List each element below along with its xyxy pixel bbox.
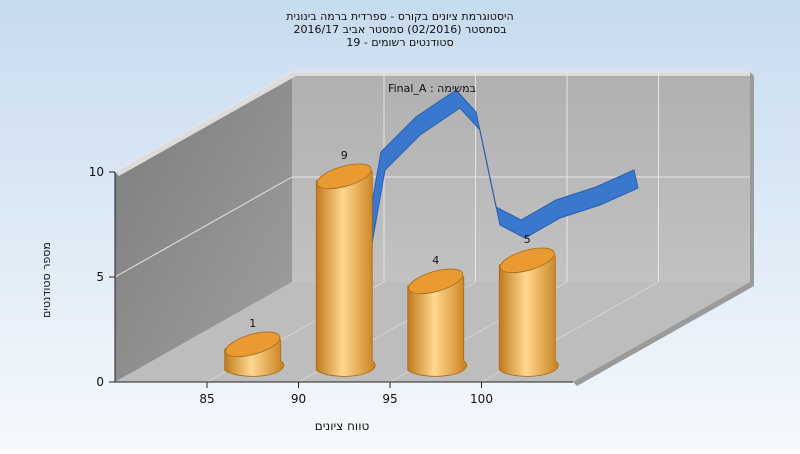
back-wall-right-edge: [750, 72, 754, 286]
bar-top: [225, 331, 281, 358]
bar-body: [498, 255, 559, 377]
bar: 1: [224, 317, 285, 377]
bar-top: [408, 268, 464, 295]
title-line-3: סטודנטים רשומים - 19: [346, 36, 454, 49]
bar-value-label: 5: [524, 233, 531, 246]
y-tick-label: 0: [96, 375, 104, 389]
bar-top: [499, 247, 555, 274]
bar-value-label: 4: [432, 254, 439, 267]
gridline-left-wall: [114, 176, 293, 278]
title-line-2: בסמסטר (02/2016) סמסטר אביב 2016/17: [293, 23, 507, 36]
left-wall-top-edge: [115, 72, 296, 176]
bar-value-label: 9: [341, 149, 348, 162]
bar: 4: [407, 254, 468, 377]
bar-body: [407, 276, 468, 377]
curve-series: [365, 89, 639, 256]
x-tick-label: 85: [199, 392, 214, 406]
floor-right-edge: [573, 282, 754, 386]
title-line-1: היסטוגרמת ציונים בקורס - ספרדית ברמה בינ…: [286, 10, 514, 23]
x-axis-title: טווח ציונים: [315, 419, 370, 433]
bar: 9: [315, 149, 376, 377]
y-tick-label: 5: [96, 270, 104, 284]
chart-title: היסטוגרמת ציונים בקורס - ספרדית ברמה בינ…: [0, 10, 800, 49]
x-tick-label: 95: [382, 392, 397, 406]
gridline-left-wall: [114, 71, 293, 173]
y-axis-title: מספר סטודנטים: [40, 242, 53, 318]
bar: 5: [498, 233, 559, 377]
bar-top: [316, 163, 372, 190]
series-curve: [365, 89, 639, 256]
bar-body: [315, 171, 376, 377]
series-legend-label: Final_A : במשימה: [388, 82, 476, 95]
x-tick-label: 90: [291, 392, 306, 406]
axes: 0 5 10 85 90 95 100: [89, 165, 573, 406]
x-tick-label: 100: [470, 392, 493, 406]
y-tick-label: 10: [89, 165, 104, 179]
bar-value-label: 1: [249, 317, 256, 330]
back-wall-top-edge: [292, 72, 754, 76]
